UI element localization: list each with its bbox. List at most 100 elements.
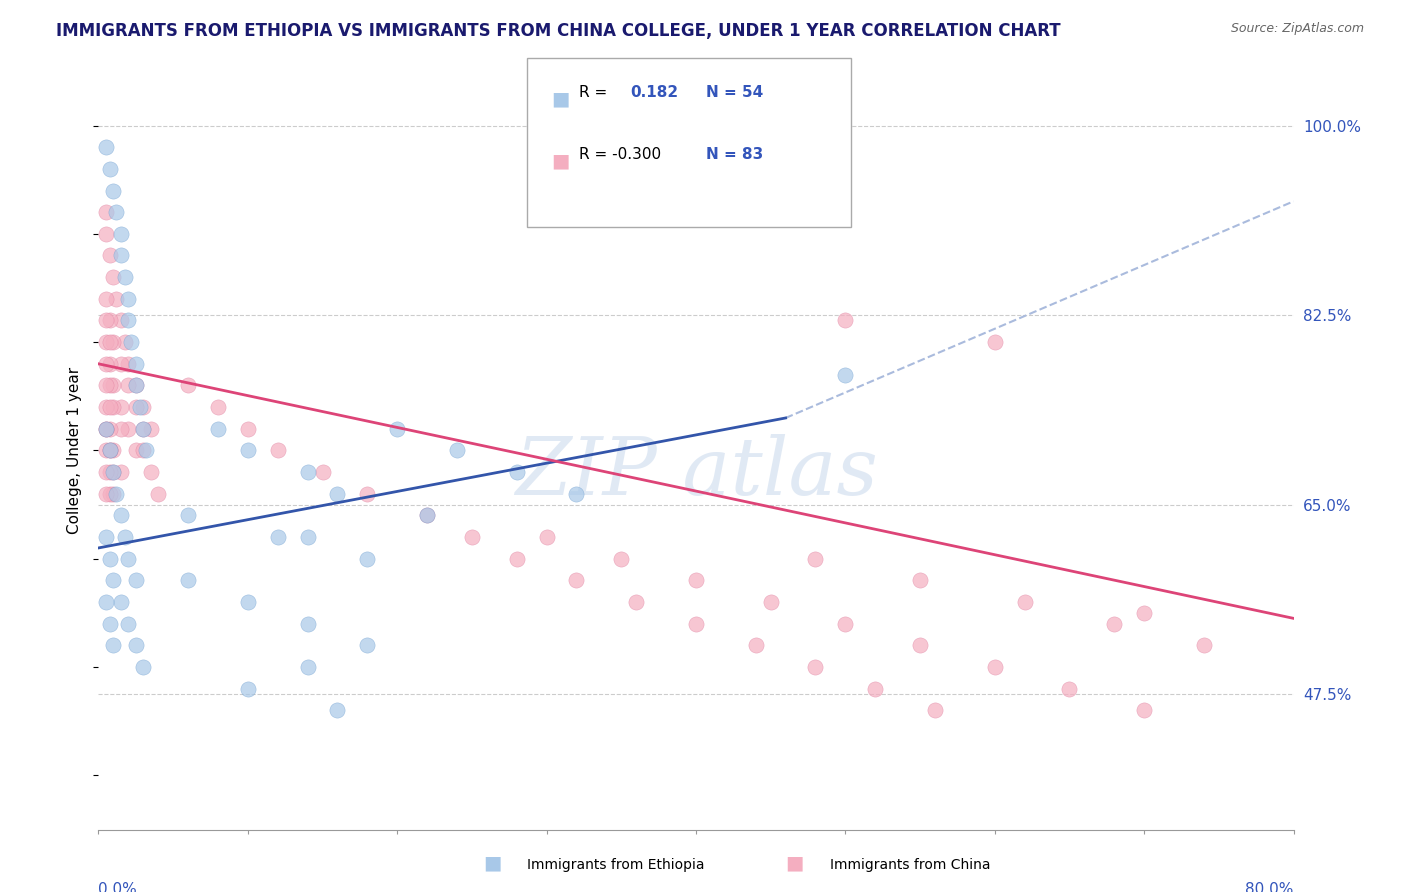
Point: [98, 357, 122, 371]
Point: [117, 313, 139, 327]
Point: [94, 205, 117, 219]
Point: [94, 357, 117, 371]
Point: [177, 574, 200, 588]
Point: [267, 443, 290, 458]
Point: [177, 378, 200, 392]
Text: R =: R =: [579, 85, 607, 100]
Point: [110, 227, 132, 241]
Text: 0.0%: 0.0%: [98, 881, 138, 892]
Point: [984, 660, 1007, 674]
Text: ■: ■: [551, 89, 569, 108]
Point: [1192, 639, 1215, 653]
Point: [132, 400, 155, 414]
Point: [103, 574, 125, 588]
Point: [103, 400, 125, 414]
Point: [117, 551, 139, 566]
Point: [461, 530, 484, 544]
Point: [565, 487, 588, 501]
Point: [110, 248, 132, 262]
Point: [908, 574, 931, 588]
Point: [908, 639, 931, 653]
Point: [117, 422, 139, 436]
Point: [207, 422, 229, 436]
Point: [98, 487, 122, 501]
Point: [565, 574, 588, 588]
Point: [506, 465, 529, 479]
Point: [129, 400, 152, 414]
Point: [984, 335, 1007, 350]
Point: [114, 335, 136, 350]
Point: [356, 551, 378, 566]
Text: N = 83: N = 83: [706, 147, 763, 162]
Point: [804, 551, 827, 566]
Point: [804, 660, 827, 674]
Text: ■: ■: [551, 152, 569, 170]
Point: [685, 574, 707, 588]
Point: [105, 292, 128, 306]
Point: [125, 357, 148, 371]
Point: [132, 660, 155, 674]
Point: [94, 400, 117, 414]
Point: [105, 487, 128, 501]
Text: ■: ■: [482, 854, 502, 872]
Text: IMMIGRANTS FROM ETHIOPIA VS IMMIGRANTS FROM CHINA COLLEGE, UNDER 1 YEAR CORRELAT: IMMIGRANTS FROM ETHIOPIA VS IMMIGRANTS F…: [56, 22, 1062, 40]
Point: [110, 400, 132, 414]
Point: [297, 465, 319, 479]
Point: [110, 508, 132, 523]
Point: [177, 508, 200, 523]
Point: [94, 422, 117, 436]
Point: [416, 508, 439, 523]
Point: [98, 378, 122, 392]
Text: Source: ZipAtlas.com: Source: ZipAtlas.com: [1230, 22, 1364, 36]
Point: [865, 681, 887, 696]
Point: [132, 422, 155, 436]
Point: [385, 422, 409, 436]
Point: [610, 551, 633, 566]
Point: [685, 616, 707, 631]
Point: [834, 313, 856, 327]
Point: [1133, 703, 1156, 717]
Point: [98, 422, 122, 436]
Point: [745, 639, 768, 653]
Point: [110, 313, 132, 327]
Point: [120, 335, 142, 350]
Point: [139, 422, 162, 436]
Point: [117, 357, 139, 371]
Point: [94, 227, 117, 241]
Point: [103, 465, 125, 479]
Point: [148, 487, 170, 501]
Point: [297, 660, 319, 674]
Point: [311, 465, 333, 479]
Point: [103, 335, 125, 350]
Point: [105, 205, 128, 219]
Point: [326, 487, 349, 501]
Point: [94, 335, 117, 350]
Text: 0.182: 0.182: [630, 85, 678, 100]
Point: [416, 508, 439, 523]
Point: [103, 443, 125, 458]
Point: [326, 703, 349, 717]
Point: [135, 443, 157, 458]
Point: [94, 378, 117, 392]
Point: [924, 703, 946, 717]
Point: [98, 248, 122, 262]
Point: [110, 422, 132, 436]
Point: [297, 530, 319, 544]
Text: ■: ■: [785, 854, 804, 872]
Point: [207, 400, 229, 414]
Point: [103, 639, 125, 653]
Point: [236, 443, 259, 458]
Point: [98, 616, 122, 631]
Point: [1104, 616, 1126, 631]
Point: [236, 681, 259, 696]
Point: [139, 465, 162, 479]
Point: [125, 378, 148, 392]
Point: [506, 551, 529, 566]
Point: [125, 400, 148, 414]
Point: [98, 443, 122, 458]
Point: [110, 465, 132, 479]
Point: [125, 378, 148, 392]
Point: [98, 465, 122, 479]
Point: [125, 443, 148, 458]
Text: N = 54: N = 54: [706, 85, 763, 100]
